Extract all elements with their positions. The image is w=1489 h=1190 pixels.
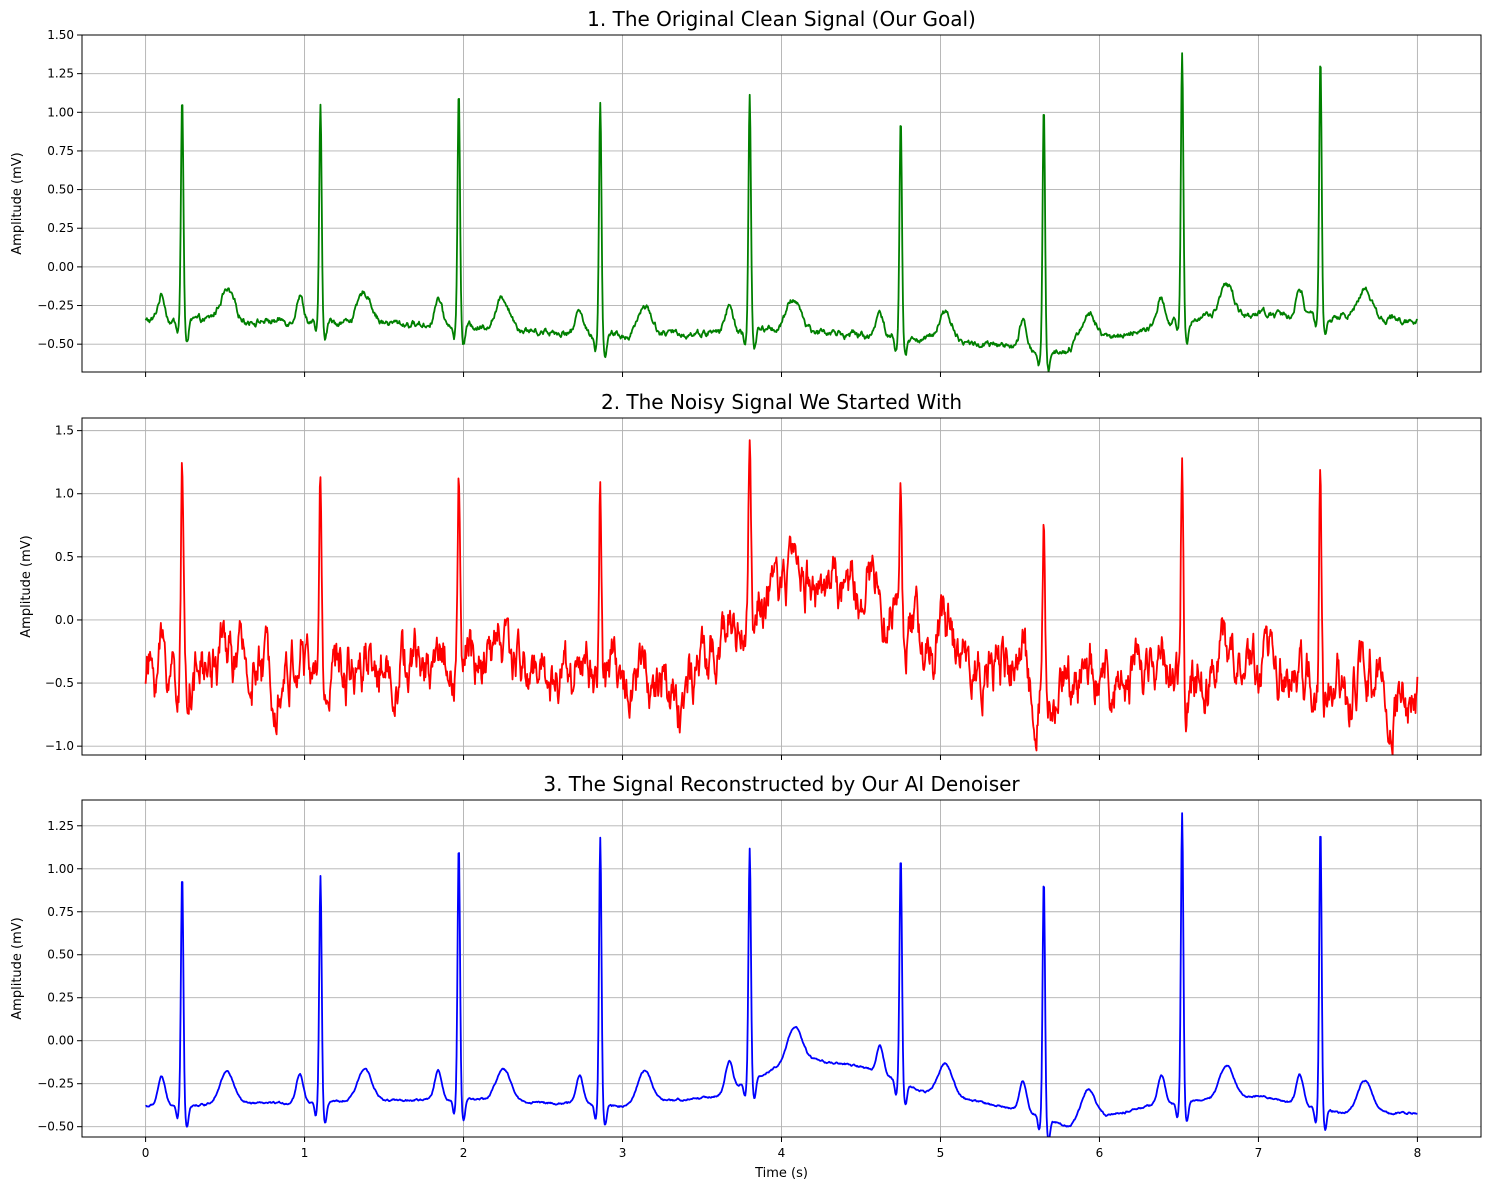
y-tick-label: 0.25 [47,991,74,1005]
y-tick-label: −0.50 [37,1120,74,1134]
x-tick-label: 3 [619,1146,627,1160]
y-axis-label: Amplitude (mV) [10,917,25,1019]
x-tick-label: 7 [1255,1146,1263,1160]
y-tick-label: 1.25 [47,819,74,833]
y-tick-label: 0.75 [47,144,74,158]
y-tick-label: 0.25 [47,221,74,235]
panel-noisy-signal: −1.0 −0.5 0.0 0.5 1.0 1.5 2. The Noisy Signal … [19,390,1482,760]
x-tick-label: 4 [778,1146,786,1160]
y-tick-label: 0.5 [55,550,74,564]
y-tick-label: 1.0 [55,487,74,501]
y-axis-label: Amplitude (mV) [19,535,34,637]
y-tick-label: −0.5 [45,676,74,690]
y-tick-label: 1.00 [47,105,74,119]
y-tick-label: 0.75 [47,905,74,919]
signal-line [144,52,1419,372]
signal-line [145,812,1418,1137]
y-tick-label: 0.50 [47,183,74,197]
y-tick-label: 0.00 [47,1034,74,1048]
x-tick-label: 2 [460,1146,468,1160]
y-tick-label: −1.0 [45,739,74,753]
y-tick-label: 0.0 [55,613,74,627]
y-tick-label: 1.00 [47,862,74,876]
y-axis-label: Amplitude (mV) [10,152,25,254]
x-axis-label: Time (s) [754,1166,808,1181]
panel-title: 2. The Noisy Signal We Started With [601,390,962,414]
y-tick-label: −0.25 [37,1077,74,1091]
panel-reconstructed-signal: 0 1 2 3 4 5 6 7 8 −0.50 −0.25 0.00 0.25 0.50 0.75 1.00 1… [10,772,1482,1181]
x-tick-label: 0 [142,1146,150,1160]
y-tick-label: −0.25 [37,299,74,313]
panel-title: 3. The Signal Reconstructed by Our AI De… [543,772,1020,796]
y-tick-label: −0.50 [37,337,74,351]
y-tick-label: 1.25 [47,67,74,81]
panel-title: 1. The Original Clean Signal (Our Goal) [587,7,976,31]
x-tick-label: 6 [1096,1146,1104,1160]
y-tick-label: 1.5 [55,424,74,438]
x-tick-label: 5 [937,1146,945,1160]
signal-line [144,439,1419,755]
x-tick-label: 1 [301,1146,309,1160]
panel-clean-signal: −0.50 −0.25 0.00 0.25 0.50 0.75 1.00 1.25 1.50 1.… [10,7,1482,377]
y-tick-label: 1.50 [47,28,74,42]
y-tick-label: 0.00 [47,260,74,274]
y-tick-label: 0.50 [47,948,74,962]
x-tick-label: 8 [1414,1146,1422,1160]
